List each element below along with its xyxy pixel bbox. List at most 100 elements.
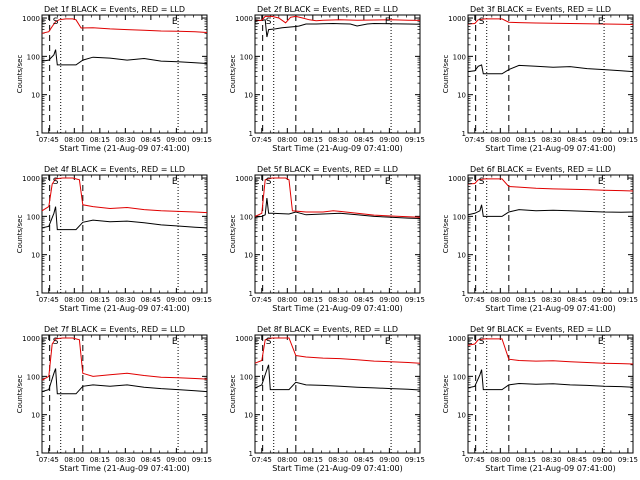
lld-series-line (467, 18, 634, 25)
lld-series-line (41, 18, 208, 34)
interval-marker-label: S (266, 177, 272, 187)
interval-marker-label: E (172, 337, 178, 347)
x-tick-label: 07:45 (252, 296, 272, 304)
plot-frame (467, 334, 634, 454)
x-tick-label: 09:15 (192, 296, 212, 304)
y-tick-label: 1000 (235, 175, 253, 183)
plot-frame (467, 14, 634, 134)
y-tick-label: 10 (244, 412, 253, 420)
x-tick-label: 09:00 (379, 296, 399, 304)
x-tick-label: 09:00 (379, 136, 399, 144)
x-tick-label: 08:15 (303, 136, 323, 144)
y-tick-label: 10 (31, 92, 40, 100)
x-tick-label: 08:00 (64, 136, 84, 144)
y-tick-label: 1000 (22, 335, 40, 343)
x-tick-label: 07:45 (465, 296, 485, 304)
events-series-line (254, 198, 421, 219)
panel-title: Det 5f BLACK = Events, RED = LLD (257, 165, 398, 174)
lld-series-line (254, 15, 421, 24)
x-tick-label: 08:00 (490, 456, 510, 464)
lld-series-line (41, 177, 208, 214)
y-tick-label: 100 (240, 213, 253, 221)
x-tick-label: 07:45 (252, 136, 272, 144)
x-axis-label: Start Time (21-Aug-09 07:41:00) (272, 464, 403, 473)
interval-marker-label: E (254, 17, 260, 27)
x-tick-label: 08:45 (567, 456, 587, 464)
interval-marker-label: E (172, 177, 178, 187)
events-series-line (467, 64, 634, 75)
y-tick-label: 10 (457, 412, 466, 420)
x-tick-label: 08:30 (115, 136, 135, 144)
events-series-line (254, 19, 421, 38)
x-tick-label: 09:15 (618, 296, 638, 304)
interval-marker-label: E (385, 177, 391, 187)
panel-det-5: Det 5f BLACK = Events, RED = LLD 1 10 100 10… (229, 165, 425, 313)
plot-frame (254, 334, 421, 454)
y-tick-label: 10 (244, 92, 253, 100)
x-tick-label: 08:15 (516, 136, 536, 144)
x-tick-label: 08:15 (90, 136, 110, 144)
y-tick-label: 100 (240, 53, 253, 61)
y-axis-label: Counts/sec (229, 55, 237, 94)
y-axis-label: Counts/sec (442, 55, 450, 94)
y-tick-label: 10 (31, 252, 40, 260)
x-tick-label: 07:45 (39, 136, 59, 144)
y-tick-label: 10 (457, 92, 466, 100)
panel-title: Det 2f BLACK = Events, RED = LLD (257, 5, 398, 14)
x-axis-label: Start Time (21-Aug-09 07:41:00) (272, 144, 403, 153)
interval-marker-label: E (172, 17, 178, 27)
y-axis-label: Counts/sec (16, 375, 24, 414)
panel-title: Det 4f BLACK = Events, RED = LLD (44, 165, 185, 174)
y-tick-label: 100 (453, 213, 466, 221)
interval-marker-label: S (53, 177, 59, 187)
x-tick-label: 08:00 (277, 296, 297, 304)
panel-det-3: Det 3f BLACK = Events, RED = LLD 1 10 100 10… (442, 5, 638, 153)
x-tick-label: 08:15 (303, 296, 323, 304)
y-axis-label: Counts/sec (442, 375, 450, 414)
y-tick-label: 1 (249, 450, 253, 458)
x-tick-label: 08:45 (354, 456, 374, 464)
events-series-line (41, 206, 208, 231)
x-tick-label: 08:00 (277, 136, 297, 144)
interval-marker-label: S (266, 17, 272, 27)
panel-title: Det 1f BLACK = Events, RED = LLD (44, 5, 185, 14)
plot-frame (41, 174, 208, 294)
x-tick-label: 08:45 (354, 136, 374, 144)
x-tick-label: 08:45 (354, 296, 374, 304)
panel-det-8: Det 8f BLACK = Events, RED = LLD 1 10 100 10… (229, 325, 425, 473)
y-tick-label: 100 (27, 213, 40, 221)
panel-det-6: Det 6f BLACK = Events, RED = LLD 1 10 100 10… (442, 165, 638, 313)
x-axis-label: Start Time (21-Aug-09 07:41:00) (59, 144, 190, 153)
panel-title: Det 6f BLACK = Events, RED = LLD (470, 165, 611, 174)
y-tick-label: 10 (244, 252, 253, 260)
x-axis-label: Start Time (21-Aug-09 07:41:00) (485, 304, 616, 313)
y-axis-label: Counts/sec (229, 375, 237, 414)
x-tick-label: 08:30 (541, 136, 561, 144)
lld-series-line (254, 177, 421, 218)
x-tick-label: 08:30 (115, 296, 135, 304)
x-tick-label: 08:00 (490, 136, 510, 144)
y-tick-label: 1000 (235, 15, 253, 23)
interval-marker-label: S (479, 177, 485, 187)
panel-det-4: Det 4f BLACK = Events, RED = LLD 1 10 100 10… (16, 165, 212, 313)
x-tick-label: 08:00 (490, 296, 510, 304)
y-tick-label: 1 (462, 290, 466, 298)
y-tick-label: 1 (249, 290, 253, 298)
y-axis-label: Counts/sec (229, 215, 237, 254)
interval-marker-label: S (479, 17, 485, 27)
x-axis-label: Start Time (21-Aug-09 07:41:00) (485, 464, 616, 473)
interval-marker-label: E (254, 337, 260, 347)
y-tick-label: 1000 (448, 335, 466, 343)
y-tick-label: 1000 (235, 335, 253, 343)
x-tick-label: 08:00 (64, 296, 84, 304)
y-tick-label: 100 (27, 373, 40, 381)
interval-marker-label: E (385, 17, 391, 27)
x-tick-label: 09:15 (405, 456, 425, 464)
lld-series-line (467, 338, 634, 365)
events-series-line (254, 364, 421, 391)
y-tick-label: 1 (36, 450, 40, 458)
interval-marker-label: E (41, 17, 47, 27)
x-tick-label: 09:00 (166, 296, 186, 304)
interval-marker-label: E (467, 337, 473, 347)
x-tick-label: 09:15 (405, 136, 425, 144)
